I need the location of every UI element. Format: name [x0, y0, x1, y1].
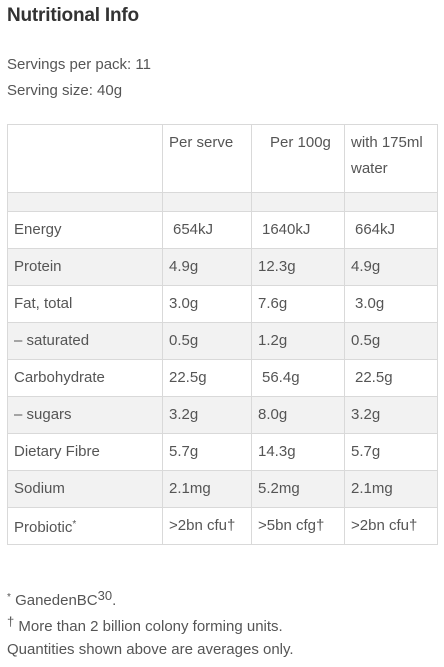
cell-per-serve: 3.2g	[162, 396, 252, 434]
cell-per-100g: 7.6g	[251, 285, 345, 323]
footnote-cfu: † More than 2 billion colony forming uni…	[7, 614, 283, 635]
probiotic-label: Probiotic	[14, 518, 73, 536]
table-row: – sugars 3.2g 8.0g 3.2g	[7, 396, 438, 434]
table-row: Dietary Fibre 5.7g 14.3g 5.7g	[7, 433, 438, 471]
header-per-100g: Per 100g	[251, 124, 345, 193]
servings-per-pack: Servings per pack: 11	[7, 56, 151, 73]
row-label: Carbohydrate	[7, 359, 163, 397]
cell-with-water: >2bn cfu†	[344, 507, 438, 545]
footnote-mark-dagger: †	[7, 614, 15, 629]
footnote-cfu-text: More than 2 billion colony forming units…	[14, 618, 283, 635]
footnote-ganeden-superscript: 30	[97, 588, 113, 603]
cell-with-water: 4.9g	[344, 248, 438, 286]
cell-per-100g: 12.3g	[251, 248, 345, 286]
row-label: Protein	[7, 248, 163, 286]
cell-per-serve: 654kJ	[162, 211, 252, 249]
probiotic-footnote-mark: *	[72, 518, 77, 530]
table-row: – saturated 0.5g 1.2g 0.5g	[7, 322, 438, 360]
cell-with-water: 5.7g	[344, 433, 438, 471]
cell-with-water: 0.5g	[344, 322, 438, 360]
cell-per-100g: 1640kJ	[251, 211, 345, 249]
cell-with-water: 22.5g	[344, 359, 438, 397]
table-row: Protein 4.9g 12.3g 4.9g	[7, 248, 438, 286]
row-label: Sodium	[7, 470, 163, 508]
cell-per-serve: 2.1mg	[162, 470, 252, 508]
table-row: Fat, total 3.0g 7.6g 3.0g	[7, 285, 438, 323]
cell-per-100g: 5.2mg	[251, 470, 345, 508]
cell-with-water: 3.2g	[344, 396, 438, 434]
row-label: – saturated	[7, 322, 163, 360]
row-label: Fat, total	[7, 285, 163, 323]
cell-per-100g: 8.0g	[251, 396, 345, 434]
cell-with-water: 2.1mg	[344, 470, 438, 508]
cell-per-serve: >2bn cfu†	[162, 507, 252, 545]
cell-per-100g: 14.3g	[251, 433, 345, 471]
cell-per-serve: 5.7g	[162, 433, 252, 471]
cell-per-100g: 56.4g	[251, 359, 345, 397]
cell-with-water: 3.0g	[344, 285, 438, 323]
cell-per-100g: >5bn cfg†	[251, 507, 345, 545]
row-label: Dietary Fibre	[7, 433, 163, 471]
page-title: Nutritional Info	[7, 5, 139, 26]
cell-with-water: 664kJ	[344, 211, 438, 249]
footnote-ganeden-text: GanedenBC	[10, 592, 98, 609]
header-cell-empty	[7, 124, 163, 193]
header-per-serve: Per serve	[162, 124, 252, 193]
header-with-water: with 175ml water	[344, 124, 438, 193]
footnote-ganeden-end: .	[112, 592, 117, 609]
table-row: Probiotic* >2bn cfu† >5bn cfg† >2bn cfu†	[7, 507, 438, 545]
cell-per-100g: 1.2g	[251, 322, 345, 360]
footnote-averages: Quantities shown above are averages only…	[7, 641, 294, 658]
cell-per-serve: 0.5g	[162, 322, 252, 360]
cell-per-serve: 22.5g	[162, 359, 252, 397]
nutrition-table: Per serve Per 100g with 175ml water Ener…	[7, 124, 438, 545]
row-label-probiotic: Probiotic*	[7, 507, 163, 545]
serving-size: Serving size: 40g	[7, 82, 123, 99]
row-label: Energy	[7, 211, 163, 249]
table-header-row: Per serve Per 100g with 175ml water	[7, 124, 438, 193]
footnote-mark-asterisk: *	[7, 592, 11, 603]
table-row: Energy 654kJ 1640kJ 664kJ	[7, 211, 438, 249]
table-spacer-row	[7, 192, 438, 212]
footnote-ganeden: * GanedenBC30.	[7, 588, 116, 609]
table-row: Sodium 2.1mg 5.2mg 2.1mg	[7, 470, 438, 508]
table-row: Carbohydrate 22.5g 56.4g 22.5g	[7, 359, 438, 397]
cell-per-serve: 3.0g	[162, 285, 252, 323]
row-label: – sugars	[7, 396, 163, 434]
cell-per-serve: 4.9g	[162, 248, 252, 286]
